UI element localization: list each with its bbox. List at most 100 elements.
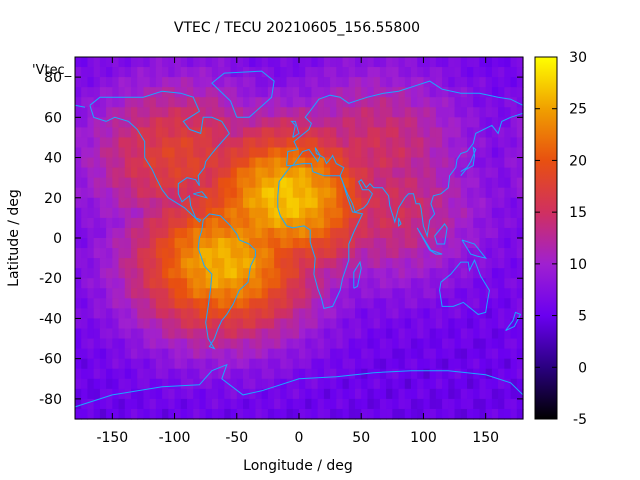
heatmap-cell [398, 117, 406, 128]
heatmap-cell [149, 238, 157, 249]
heatmap-cell [367, 388, 375, 400]
heatmap-cell [205, 207, 213, 219]
heatmap-cell [417, 398, 425, 410]
heatmap-cell [224, 288, 232, 299]
heatmap-cell [386, 298, 393, 309]
heatmap-cell [435, 368, 443, 380]
heatmap-cell [516, 177, 524, 189]
heatmap-cell [292, 278, 300, 289]
heatmap-cell [317, 57, 325, 68]
heatmap-cell [454, 107, 462, 118]
heatmap-cell [199, 348, 207, 360]
heatmap-cell [143, 408, 151, 420]
heatmap-cell [473, 348, 481, 360]
heatmap-cell [323, 308, 331, 320]
heatmap-cell [118, 238, 126, 249]
heatmap-cell [162, 87, 169, 98]
heatmap-cell [379, 67, 387, 78]
heatmap-cell [236, 348, 244, 360]
heatmap-cell [255, 358, 263, 370]
heatmap-cell [137, 177, 145, 189]
heatmap-cell [330, 358, 337, 370]
heatmap-cell [124, 368, 132, 380]
heatmap-cell [355, 288, 362, 299]
heatmap-cell [162, 107, 169, 118]
heatmap-cell [373, 388, 381, 400]
heatmap-cell [398, 77, 406, 88]
heatmap-cell [423, 358, 431, 370]
heatmap-cell [404, 217, 412, 229]
heatmap-cell [510, 77, 518, 88]
heatmap-cell [454, 97, 462, 108]
heatmap-cell [479, 318, 487, 330]
heatmap-cell [187, 137, 194, 149]
heatmap-cell [429, 217, 437, 229]
heatmap-cell [442, 388, 449, 400]
heatmap-cell [118, 177, 126, 189]
heatmap-cell [386, 137, 393, 149]
heatmap-cell [373, 127, 381, 139]
heatmap-cell [398, 157, 406, 169]
heatmap-cell [124, 147, 132, 159]
coastline-path [439, 258, 490, 315]
heatmap-cell [516, 328, 524, 340]
heatmap-cell [218, 318, 225, 330]
heatmap-cell [342, 117, 350, 128]
heatmap-cell [267, 127, 275, 139]
coastline-path [286, 112, 524, 238]
heatmap-cell [218, 358, 225, 370]
heatmap-cell [187, 278, 194, 289]
heatmap-cell [280, 167, 288, 179]
heatmap-cell [193, 358, 201, 370]
heatmap-cell [417, 87, 425, 98]
heatmap-cell [224, 388, 232, 400]
heatmap-cell [81, 157, 89, 169]
heatmap-cell [99, 298, 107, 309]
heatmap-cell [305, 187, 313, 199]
heatmap-cell [411, 97, 418, 108]
heatmap-cell [230, 127, 238, 139]
heatmap-cell [498, 77, 505, 88]
heatmap-cell [280, 127, 288, 139]
heatmap-cell [305, 248, 313, 259]
heatmap-cell [274, 137, 281, 149]
heatmap-cell [93, 217, 101, 229]
heatmap-cell [193, 308, 201, 320]
heatmap-cell [124, 217, 132, 229]
heatmap-cell [75, 358, 82, 370]
heatmap-cell [106, 268, 113, 279]
heatmap-cell [317, 187, 325, 199]
heatmap-cell [299, 57, 306, 68]
heatmap-cell [174, 378, 182, 390]
heatmap-cell [516, 358, 524, 370]
heatmap-cell [411, 258, 418, 269]
heatmap-cell [211, 358, 219, 370]
heatmap-cell [417, 308, 425, 320]
heatmap-cell [367, 167, 375, 179]
heatmap-cell [218, 67, 225, 78]
heatmap-cell [417, 278, 425, 289]
heatmap-cell [330, 117, 337, 128]
heatmap-cell [168, 127, 176, 139]
heatmap-cell [174, 258, 182, 269]
heatmap-cell [442, 97, 449, 108]
heatmap-cell [87, 107, 95, 118]
heatmap-cell [473, 338, 481, 350]
heatmap-cell [491, 328, 499, 340]
heatmap-cell [261, 398, 269, 410]
heatmap-cell [460, 67, 468, 78]
heatmap-cell [330, 288, 337, 299]
heatmap-cell [373, 258, 381, 269]
heatmap-cell [454, 288, 462, 299]
heatmap-cell [236, 308, 244, 320]
heatmap-cell [454, 77, 462, 88]
heatmap-cell [99, 398, 107, 410]
heatmap-cell [205, 177, 213, 189]
heatmap-cell [411, 318, 418, 330]
heatmap-cell [442, 167, 449, 179]
heatmap-cell [392, 177, 400, 189]
heatmap-cell [336, 328, 344, 340]
heatmap-cell [286, 398, 294, 410]
heatmap-cell [348, 348, 356, 360]
heatmap-cell [87, 248, 95, 259]
